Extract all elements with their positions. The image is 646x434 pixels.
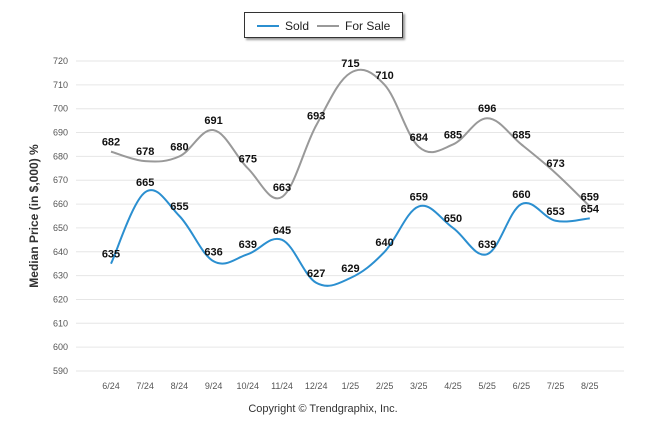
series-lines [110,68,591,287]
data-label-for-sale: 693 [307,110,325,122]
y-tick-label: 720 [53,56,68,66]
data-label-for-sale: 710 [375,70,393,82]
y-tick-label: 650 [53,223,68,233]
data-label-sold: 665 [136,177,154,189]
data-label-sold: 629 [341,263,359,275]
data-label-sold: 659 [410,191,428,203]
y-tick-label: 610 [53,318,68,328]
y-tick-label: 670 [53,175,68,185]
x-tick-label: 4/25 [444,381,462,391]
y-tick-label: 680 [53,151,68,161]
x-tick-label: 9/24 [205,381,223,391]
x-tick-label: 10/24 [237,381,260,391]
data-label-sold: 655 [170,201,188,213]
data-label-for-sale: 678 [136,146,154,158]
x-tick-label: 7/25 [547,381,565,391]
data-label-sold: 639 [478,239,496,251]
data-label-sold: 636 [204,246,222,258]
x-axis-ticks: 6/24 7/24 8/24 9/24 10/24 11/24 12/24 1/25 2/25 3… [102,381,598,391]
x-tick-label: 3/25 [410,381,428,391]
x-tick-label: 8/25 [581,381,599,391]
y-tick-label: 640 [53,247,68,257]
x-tick-label: 7/24 [136,381,154,391]
legend-swatch-for-sale [317,25,339,27]
data-label-for-sale: 685 [512,129,530,141]
y-axis-ticks: 590 600 610 620 630 640 650 660 670 680 690 700 710 7… [53,56,68,376]
x-tick-label: 11/24 [271,381,293,391]
y-tick-label: 590 [53,366,68,376]
data-labels: 635 665 655 636 639 645 627 629 640 659 650 639 660 6… [102,58,600,280]
y-tick-label: 690 [53,128,68,138]
data-label-sold: 640 [375,237,393,249]
legend-item-sold[interactable]: Sold [257,19,309,33]
data-label-sold: 639 [239,239,257,251]
data-label-for-sale: 696 [478,103,496,115]
legend-item-for-sale[interactable]: For Sale [317,19,390,33]
data-label-sold: 650 [444,213,462,225]
data-label-sold: 635 [102,249,120,261]
data-label-for-sale: 682 [102,137,120,149]
legend-swatch-sold [257,25,279,27]
data-label-for-sale: 659 [581,191,599,203]
data-label-for-sale: 691 [204,115,222,127]
legend-label-sold: Sold [285,19,310,33]
data-label-sold: 660 [512,189,530,201]
y-tick-label: 700 [53,104,68,114]
y-tick-label: 660 [53,199,68,209]
data-label-for-sale: 715 [341,58,359,70]
y-tick-label: 620 [53,294,68,304]
data-label-for-sale: 684 [410,132,429,144]
copyright-text: Copyright © Trendgraphix, Inc. [248,403,398,415]
data-label-for-sale: 685 [444,129,462,141]
data-label-sold: 654 [581,203,600,215]
data-label-for-sale: 675 [239,153,257,165]
x-tick-label: 1/25 [342,381,360,391]
data-label-sold: 627 [307,268,325,280]
y-axis-title: Median Price (in $,000) % [27,144,41,288]
x-tick-label: 6/24 [102,381,120,391]
data-label-sold: 645 [273,225,291,237]
legend-label-for-sale: For Sale [345,19,391,33]
x-tick-label: 2/25 [376,381,394,391]
data-label-for-sale: 663 [273,182,291,194]
data-label-sold: 653 [546,206,564,218]
data-label-for-sale: 680 [170,141,188,153]
y-tick-label: 710 [53,80,68,90]
series-line-sold [110,189,590,287]
data-label-for-sale: 673 [546,158,564,170]
x-tick-label: 8/24 [171,381,189,391]
grid-lines [76,60,624,372]
y-tick-label: 600 [53,342,68,352]
y-tick-label: 630 [53,271,68,281]
series-line-for-sale [110,68,591,208]
x-tick-label: 5/25 [478,381,496,391]
legend: Sold For Sale [244,12,403,38]
x-tick-label: 6/25 [513,381,531,391]
x-tick-label: 12/24 [305,381,328,391]
